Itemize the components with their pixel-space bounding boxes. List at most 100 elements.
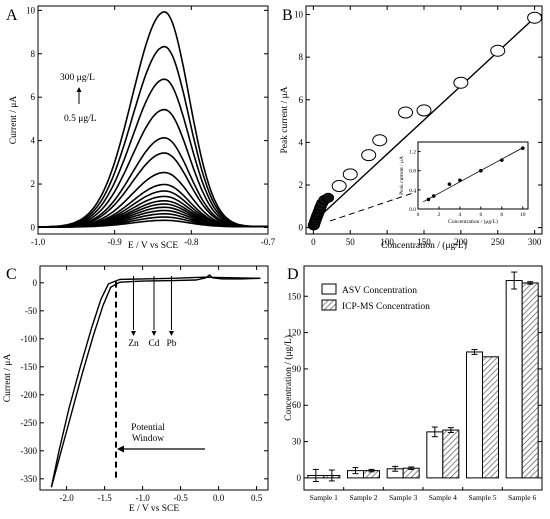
panel-a-annotation-bottom: 0.5 μg/L (64, 114, 97, 124)
panel-a-xtick-label: -0.8 (184, 237, 199, 247)
panel-c-xtick-label: -0.5 (173, 493, 188, 503)
panel-b-data-point (331, 180, 347, 193)
panel-b-inset-data-point (431, 194, 436, 198)
panel-c-cv-reverse (50, 276, 261, 488)
panel-c-ytick-label: -150 (21, 362, 38, 372)
panel-a-ytick-label: 2 (31, 179, 36, 189)
panel-d-legend-label: ASV Concentration (342, 286, 417, 296)
panel-c-ytick-label: -300 (21, 446, 38, 456)
panel-a-voltammogram (38, 152, 268, 228)
panel-d-bar (482, 356, 499, 479)
panel-d-category-label: Sample 6 (508, 493, 536, 502)
panel-d-category-label: Sample 4 (429, 493, 457, 502)
panel-b-inset-data-point (447, 182, 452, 186)
panel-a-ytick-label: 10 (26, 5, 36, 15)
panel-b-xtick-label: 0 (311, 237, 316, 247)
panel-b-xtick-label: 50 (346, 237, 356, 247)
panel-b-inset-data-point (500, 158, 504, 162)
panel-c-ytick-label: -250 (21, 418, 38, 428)
panel-a-arrow-head (76, 87, 82, 92)
panel-b-inset-ytick-label: 0.8 (409, 169, 416, 175)
panel-b-inset-data-point (458, 178, 462, 183)
panel-b-data-point (490, 44, 506, 57)
panel-b-inset-xlabel: Concentration / (μg/L) (448, 218, 498, 225)
panel-a-xlabel: E / V vs SCE (128, 241, 179, 251)
panel-d-bar (521, 282, 539, 479)
panel-c-ylabel: Current / μA (3, 354, 13, 403)
panel-d-legend: ASV Concentration ICP-MS Concentration (321, 283, 430, 312)
panel-b-data-point (372, 134, 388, 147)
panel-label-a: A (6, 7, 18, 24)
panel-b-xlabel: Concentration / (μg/L) (381, 240, 467, 251)
panel-b-xtick-label: 300 (528, 237, 542, 247)
panel-d-chart: 0 30 60 90 120 150 Concentration / (μg/L) Sampl… (283, 265, 543, 502)
panel-a-xtick-label: -1.0 (31, 237, 46, 247)
panel-c-xtick-label: -1.0 (135, 493, 150, 503)
panel-c-ytick-label: -100 (21, 334, 38, 344)
panel-b-inset-data-point (426, 197, 431, 202)
panel-d-ytick-label: 90 (292, 364, 302, 374)
panel-b-inset-data-point (479, 168, 483, 173)
panel-b-ytick-label: 0 (299, 223, 304, 233)
panel-c-xtick-label: -2.0 (59, 493, 74, 503)
panel-d-ytick-label: 0 (297, 473, 302, 483)
panel-b-ylabel: Peak current / μA (280, 86, 290, 153)
panel-c-cv-forward (50, 274, 261, 488)
panel-b-inset-ytick-label: 0.0 (409, 207, 416, 213)
panel-c-ytick-label: 0 (33, 278, 38, 288)
panel-b-data-point (416, 104, 432, 117)
panel-c-stripping-label: Cd (148, 339, 159, 349)
panel-d-ytick-label: 150 (288, 291, 302, 301)
panel-d-category-label: Sample 1 (310, 493, 338, 502)
panel-c-xtick-label: 0.0 (213, 493, 225, 503)
panel-label-b: B (282, 7, 293, 24)
panel-b-ytick-label: 6 (299, 95, 304, 105)
panel-d-category-label: Sample 3 (389, 493, 417, 502)
panel-b-inset-xtick-label: 8 (500, 212, 503, 218)
panel-b-xtick-label: 250 (491, 237, 505, 247)
panel-a-chart: -1.0 -0.9 -0.8 -0.7 0 2 4 6 8 10 Current / μA E / V… (9, 5, 276, 251)
panel-d-legend-swatch (321, 283, 337, 295)
panel-c-window-label-1: Potential (131, 423, 165, 433)
panel-b-data-point (322, 192, 335, 203)
panel-a-voltammogram (38, 171, 268, 228)
panel-a-xtick-label: -0.7 (261, 237, 276, 247)
panel-b-ytick-label: 2 (299, 180, 304, 190)
panel-d-bar (505, 280, 523, 479)
panel-b-inset-xtick-label: 6 (479, 212, 482, 218)
panel-b-inset-ytick-label: 1.2 (409, 150, 416, 156)
panel-b-data-point (527, 11, 543, 24)
panel-a-ytick-label: 6 (31, 92, 36, 102)
panel-c-ytick-label: -50 (25, 306, 37, 316)
panel-b-ytick-label: 8 (299, 52, 304, 62)
panel-d-bar (442, 429, 460, 479)
panel-b-inset-xtick-label: 4 (459, 212, 462, 218)
panel-b-ytick-label: 10 (294, 10, 304, 20)
panel-d-ytick-label: 30 (292, 437, 302, 447)
panel-d-ytick-label: 120 (288, 328, 302, 338)
panel-a-voltammogram (37, 10, 268, 228)
panel-d-legend-swatch (321, 299, 337, 311)
panel-b-inset-ylabel: Peak current / μA (399, 156, 405, 195)
panel-c-stripping-arrow-head (168, 331, 174, 336)
panel-c-stripping-arrow-head (151, 331, 157, 336)
panel-b-inset-connector (329, 191, 417, 222)
panel-a-ytick-label: 0 (31, 222, 36, 232)
panel-d-bar (426, 431, 444, 479)
panel-b-inset-frame (417, 141, 529, 210)
panel-d-category-label: Sample 2 (349, 493, 377, 502)
panel-c-xtick-label: 0.5 (251, 493, 263, 503)
panel-c-window-arrow-head (117, 445, 124, 453)
panel-b-xtick-label: 100 (380, 237, 394, 247)
panel-c-window-label-2: Window (132, 434, 164, 444)
panel-a-frame (37, 5, 269, 235)
panel-b-inset-xtick-label: 2 (438, 212, 441, 218)
panel-b-inset-xtick-label: 10 (520, 212, 526, 218)
panel-b-data-point (342, 168, 358, 181)
panel-c-xtick-label: -1.5 (97, 493, 112, 503)
panel-label-d: D (287, 266, 299, 283)
panel-a-ytick-label: 8 (31, 49, 36, 59)
panel-b-data-point (361, 149, 377, 162)
